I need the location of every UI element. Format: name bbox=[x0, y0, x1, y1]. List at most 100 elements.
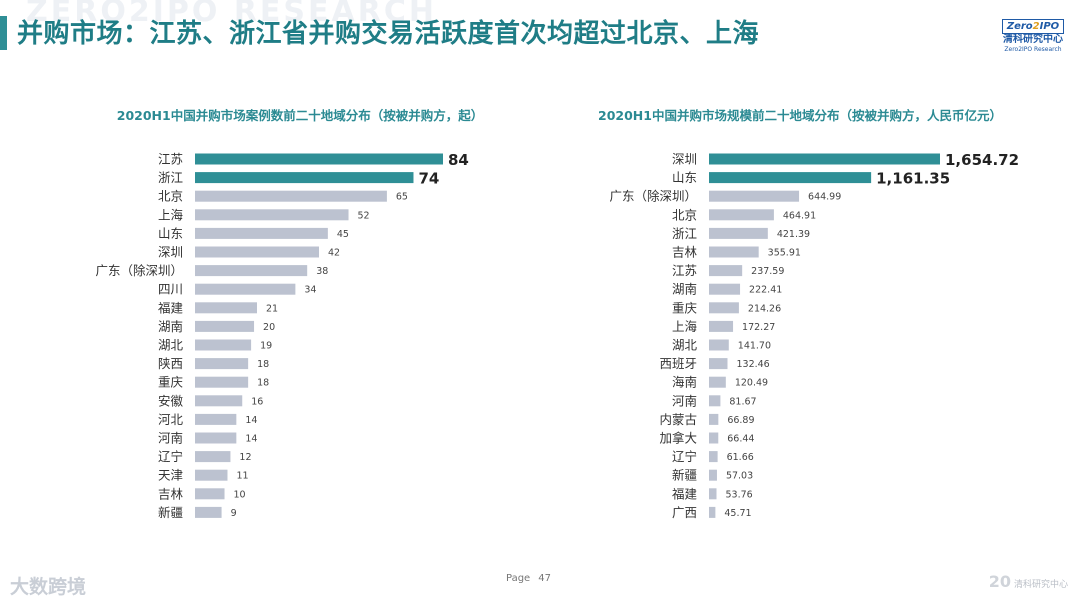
chart-title: 2020H1中国并购市场案例数前二十地域分布（按被并购方，起） bbox=[117, 108, 483, 123]
category-label: 浙江 bbox=[158, 170, 183, 185]
category-label: 湖南 bbox=[158, 319, 183, 334]
bar-重庆 bbox=[195, 376, 249, 388]
bar-福建 bbox=[195, 302, 257, 314]
value-label: 14 bbox=[245, 415, 257, 426]
value-label: 19 bbox=[260, 341, 272, 352]
bar-浙江 bbox=[195, 172, 414, 184]
value-label: 38 bbox=[316, 266, 328, 277]
category-label: 重庆 bbox=[672, 300, 698, 315]
value-label: 21 bbox=[266, 303, 278, 314]
bar-四川 bbox=[195, 283, 296, 295]
chart-title: 2020H1中国并购市场规模前二十地域分布（按被并购方，人民币亿元） bbox=[598, 108, 1002, 123]
value-label: 66.89 bbox=[727, 415, 754, 426]
category-label: 广东（除深圳） bbox=[609, 189, 697, 204]
category-label: 广西 bbox=[672, 505, 697, 520]
category-label: 河南 bbox=[672, 393, 697, 408]
bar-深圳 bbox=[195, 246, 319, 258]
value-label: 52 bbox=[358, 210, 370, 221]
category-label: 上海 bbox=[158, 207, 184, 222]
value-label: 45.71 bbox=[724, 508, 751, 519]
logo-en-text: Zero2IPO Research bbox=[1004, 46, 1062, 53]
bar-内蒙古 bbox=[709, 413, 719, 425]
bar-广东（除深圳） bbox=[709, 190, 800, 202]
category-label: 海南 bbox=[672, 375, 697, 390]
value-label: 12 bbox=[239, 452, 251, 463]
watermark-text: ZERO2IPO RESEARCH bbox=[26, 0, 437, 29]
bar-上海 bbox=[195, 209, 349, 221]
category-label: 山东 bbox=[158, 226, 183, 241]
category-label: 河北 bbox=[158, 412, 184, 427]
bar-辽宁 bbox=[709, 451, 718, 463]
category-label: 福建 bbox=[672, 486, 698, 501]
category-label: 深圳 bbox=[158, 245, 183, 260]
value-label: 464.91 bbox=[783, 210, 816, 221]
value-label: 74 bbox=[418, 170, 439, 188]
value-label: 45 bbox=[337, 229, 349, 240]
value-label: 34 bbox=[304, 285, 316, 296]
logo-wordmark: Zero2IPO bbox=[1001, 19, 1065, 34]
page-number: Page 47 bbox=[506, 573, 551, 584]
value-label: 132.46 bbox=[736, 359, 769, 370]
bar-北京 bbox=[709, 209, 774, 221]
category-label: 上海 bbox=[672, 319, 698, 334]
category-label: 天津 bbox=[158, 468, 183, 483]
footer-logo: 20 清科研究中心 bbox=[988, 572, 1068, 591]
title-accent-bar bbox=[0, 16, 7, 50]
bar-江苏 bbox=[195, 153, 443, 165]
bar-广东（除深圳） bbox=[195, 265, 308, 277]
category-label: 福建 bbox=[158, 300, 184, 315]
bar-福建 bbox=[709, 488, 717, 500]
bar-新疆 bbox=[195, 506, 222, 518]
bar-北京 bbox=[195, 190, 387, 202]
value-label: 20 bbox=[263, 322, 275, 333]
bar-吉林 bbox=[709, 246, 759, 258]
value-label: 18 bbox=[257, 378, 269, 389]
value-label: 11 bbox=[236, 471, 248, 482]
bar-安徽 bbox=[195, 395, 243, 407]
page-title: 并购市场：江苏、浙江省并购交易活跃度首次均超过北京、上海 bbox=[17, 19, 760, 49]
category-label: 新疆 bbox=[672, 468, 697, 483]
value-label: 355.91 bbox=[768, 248, 801, 259]
bar-吉林 bbox=[195, 488, 225, 500]
value-label: 1,161.35 bbox=[876, 170, 950, 188]
value-label: 61.66 bbox=[727, 452, 754, 463]
category-label: 山东 bbox=[672, 170, 697, 185]
value-label: 53.76 bbox=[726, 489, 753, 500]
bar-山东 bbox=[195, 227, 328, 239]
bar-湖北 bbox=[709, 339, 729, 351]
category-label: 北京 bbox=[158, 189, 183, 204]
category-label: 重庆 bbox=[158, 375, 184, 390]
category-label: 辽宁 bbox=[158, 449, 183, 464]
value-label: 10 bbox=[234, 489, 246, 500]
value-label: 65 bbox=[396, 192, 408, 203]
bar-河南 bbox=[709, 395, 721, 407]
bar-河南 bbox=[195, 432, 237, 444]
value-label: 1,654.72 bbox=[945, 151, 1019, 169]
zero2ipo-logo: Zero2IPO 清科研究中心 Zero2IPO Research bbox=[1000, 14, 1066, 54]
logo-cn-text: 清科研究中心 bbox=[1003, 34, 1063, 45]
value-label: 81.67 bbox=[729, 396, 756, 407]
bar-江苏 bbox=[709, 265, 743, 277]
category-label: 北京 bbox=[672, 207, 697, 222]
category-label: 吉林 bbox=[158, 486, 184, 501]
value-label: 222.41 bbox=[749, 285, 782, 296]
category-label: 江苏 bbox=[158, 152, 183, 167]
bar-辽宁 bbox=[195, 451, 231, 463]
category-label: 加拿大 bbox=[659, 431, 697, 446]
chart-case-count: 2020H1中国并购市场案例数前二十地域分布（按被并购方，起） 江苏 84 浙江 74 北… bbox=[95, 108, 483, 520]
value-label: 18 bbox=[257, 359, 269, 370]
bar-天津 bbox=[195, 469, 228, 481]
value-label: 421.39 bbox=[777, 229, 810, 240]
value-label: 9 bbox=[231, 508, 237, 519]
bar-河北 bbox=[195, 413, 237, 425]
bar-海南 bbox=[709, 376, 726, 388]
category-label: 安徽 bbox=[158, 393, 184, 408]
value-label: 84 bbox=[448, 151, 469, 169]
value-label: 120.49 bbox=[735, 378, 768, 389]
category-label: 河南 bbox=[158, 431, 183, 446]
value-label: 14 bbox=[245, 434, 257, 445]
bar-上海 bbox=[709, 320, 734, 332]
category-label: 新疆 bbox=[158, 505, 183, 520]
bar-湖南 bbox=[195, 320, 255, 332]
chart-market-size: 2020H1中国并购市场规模前二十地域分布（按被并购方，人民币亿元） 深圳 1,65… bbox=[598, 108, 1019, 520]
